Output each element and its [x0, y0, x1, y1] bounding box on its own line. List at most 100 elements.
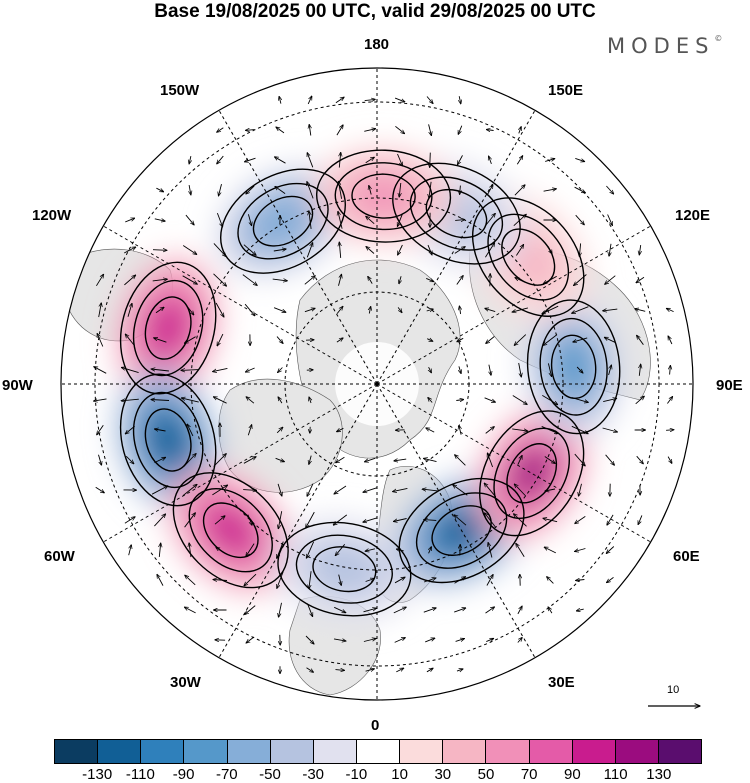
wind-vector — [183, 454, 196, 467]
wind-vector — [454, 577, 466, 584]
wind-vector — [306, 667, 314, 673]
wind-vector — [394, 459, 407, 461]
wind-vector — [339, 242, 340, 258]
wind-vector — [154, 219, 165, 221]
wind-vector — [547, 577, 554, 584]
wind-vector — [184, 336, 196, 344]
wind-vector — [155, 307, 164, 314]
wind-vector — [245, 157, 256, 162]
wind-vector — [213, 580, 228, 581]
wind-vector — [213, 243, 226, 256]
contour-line — [237, 182, 329, 260]
contour-line — [398, 477, 525, 584]
wind-vector — [603, 309, 618, 311]
wind-vector — [338, 181, 343, 199]
wind-vector — [457, 337, 464, 341]
wind-vector — [543, 189, 557, 192]
wind-vector — [306, 603, 312, 616]
colorbar-swatch — [270, 740, 314, 763]
wind-vector — [219, 183, 222, 196]
wind-vector — [364, 99, 376, 100]
wind-vector — [542, 305, 559, 314]
wind-vector — [279, 602, 282, 617]
wind-vector — [306, 541, 315, 558]
anomaly-blob — [510, 447, 553, 499]
wind-vector — [543, 518, 558, 523]
wind-vector — [519, 127, 521, 134]
wind-vector — [245, 367, 255, 372]
wind-vector — [602, 427, 618, 432]
wind-vector — [608, 365, 612, 376]
wind-vector — [275, 186, 286, 194]
wind-vector — [365, 579, 375, 582]
wind-vector — [363, 608, 377, 613]
lon-label-60e: 60E — [673, 548, 700, 565]
wind-vector — [213, 367, 228, 371]
wind-vector — [155, 429, 166, 431]
wind-vector — [365, 157, 375, 164]
colorbar-tick-label: 10 — [391, 766, 408, 783]
wind-vector — [182, 275, 198, 284]
wind-vector — [397, 153, 403, 166]
wind-vector — [307, 153, 314, 168]
wind-vector — [246, 636, 255, 643]
wind-vector — [338, 274, 342, 286]
wind-vector — [639, 245, 640, 255]
wind-vector — [185, 214, 194, 225]
contour-line — [526, 299, 621, 435]
wind-vector — [242, 274, 257, 286]
wind-vector — [427, 339, 433, 342]
wind-vector — [98, 303, 102, 318]
wind-vector — [485, 308, 496, 313]
wind-vector — [399, 276, 401, 284]
wind-vector — [429, 547, 432, 554]
wind-vector — [639, 364, 640, 376]
wind-vector — [334, 606, 346, 612]
wind-vector — [277, 483, 282, 496]
wind-vector — [154, 457, 165, 464]
contour-line — [144, 296, 192, 360]
lon-label-30e: 30E — [548, 674, 575, 691]
wind-vector — [607, 514, 614, 525]
wind-vector — [429, 366, 432, 373]
wind-vector — [309, 125, 311, 136]
wind-vector — [304, 276, 315, 285]
wind-vector — [244, 573, 257, 586]
meridian-line — [376, 223, 655, 385]
wind-vector — [151, 369, 169, 371]
wind-vector — [489, 364, 491, 376]
contour-line — [188, 488, 273, 573]
wind-vector — [635, 396, 645, 405]
wind-vector — [335, 544, 346, 555]
anomaly-blob — [207, 506, 255, 554]
wind-vector — [572, 306, 589, 314]
wind-vector — [548, 607, 553, 614]
wind-vector — [668, 336, 673, 345]
wind-vector — [182, 245, 197, 255]
lon-label-120w: 120W — [32, 207, 72, 224]
wind-vector — [455, 455, 466, 466]
wind-vector — [516, 245, 523, 256]
wind-vector — [512, 307, 529, 312]
colorbar-tick-label: -10 — [345, 766, 368, 783]
wind-vector — [393, 487, 408, 491]
wind-vector — [182, 484, 197, 496]
wind-vector — [576, 580, 585, 581]
wind-vector — [213, 454, 227, 467]
wind-vector — [152, 279, 168, 281]
wind-vector — [363, 487, 378, 493]
wind-vector — [485, 243, 494, 258]
colorbar-swatch — [572, 740, 616, 763]
wind-vector — [605, 275, 616, 285]
wind-vector — [486, 638, 493, 643]
contour-line — [315, 149, 452, 243]
colorbar-swatch — [98, 740, 142, 763]
wind-vector — [666, 308, 674, 313]
wind-vector — [456, 276, 463, 285]
brand-name: MODES — [607, 34, 715, 58]
wind-vector — [273, 249, 286, 251]
wind-vector — [667, 456, 672, 464]
wind-vector — [121, 399, 139, 401]
wind-vector — [609, 243, 611, 256]
wind-vector — [276, 427, 283, 434]
